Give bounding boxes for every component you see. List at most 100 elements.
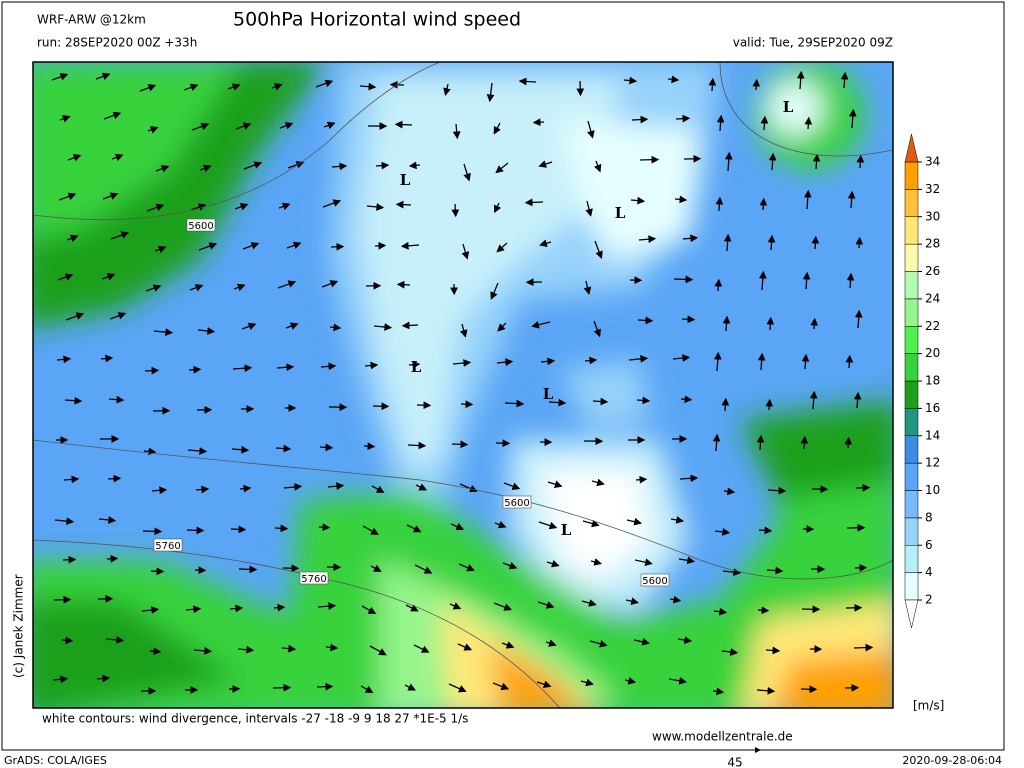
wind-arrow: [713, 351, 722, 372]
wind-arrow: [758, 270, 767, 291]
colorbar-tick-label: 28: [925, 237, 940, 251]
divergence-note: white contours: wind divergence, interva…: [42, 712, 468, 726]
wind-arrow: [524, 198, 544, 207]
wind-arrow: [802, 271, 811, 290]
valid-label: valid: Tue, 29SEP2020 09Z: [733, 36, 893, 50]
wind-arrow: [101, 273, 116, 281]
wind-arrow: [286, 241, 302, 250]
wind-arrow: [639, 155, 660, 164]
wind-arrow: [675, 114, 691, 123]
wind-arrow: [322, 199, 342, 208]
wind-arrow: [315, 79, 334, 88]
contour-label: 5600: [642, 576, 667, 587]
wind-arrow: [53, 595, 72, 604]
wind-arrow: [65, 312, 85, 321]
wind-arrow: [198, 242, 218, 251]
wind-arrow: [518, 77, 537, 86]
colorbar-bin: [904, 161, 919, 190]
wind-arrow: [457, 643, 473, 651]
wind-arrow: [238, 565, 258, 574]
wind-arrow: [674, 195, 688, 204]
wind-arrow: [634, 558, 653, 567]
wind-arrow: [145, 284, 162, 292]
wind-arrow: [450, 523, 465, 531]
wind-arrow: [153, 328, 174, 337]
wind-arrow: [538, 521, 558, 530]
contour-label: 5600: [188, 221, 213, 232]
low-pressure-label: L: [561, 521, 572, 539]
wind-arrow: [532, 118, 545, 127]
wind-arrow: [502, 561, 518, 570]
wind-arrow: [668, 676, 687, 685]
wind-arrow: [283, 483, 303, 491]
colorbar-tick-label: 30: [925, 209, 940, 223]
wind-arrow: [273, 603, 286, 612]
wind-arrow: [229, 604, 244, 613]
colorbar-bin: [904, 216, 919, 245]
colorbar-bin: [904, 572, 919, 601]
wind-arrow: [323, 121, 336, 130]
wind-arrow: [102, 192, 119, 200]
colorbar-tick-label: 14: [925, 428, 940, 442]
wind-arrow: [673, 275, 694, 284]
wind-arrow: [195, 485, 210, 494]
contour-label: 5600: [504, 498, 529, 509]
wind-arrow: [111, 153, 124, 162]
colorbar-lower-extension: [904, 599, 919, 629]
wind-arrow: [108, 395, 125, 404]
wind-arrow: [458, 563, 475, 572]
wind-arrow: [708, 77, 717, 92]
wind-arrow: [227, 83, 241, 91]
wind-arrow: [144, 366, 160, 375]
wind-arrow: [147, 126, 159, 134]
wind-arrow: [139, 84, 157, 92]
wind-arrow: [443, 83, 451, 96]
colorbar-bin: [904, 435, 919, 464]
wind-arrow: [681, 315, 696, 324]
colorbar-bin: [904, 490, 919, 519]
wind-arrow: [594, 240, 603, 260]
wind-arrow: [52, 675, 69, 684]
wind-arrow: [493, 202, 502, 214]
wind-arrow: [62, 555, 77, 564]
contour-label-box: [186, 218, 216, 232]
wind-arrow: [57, 273, 74, 281]
wind-arrow: [362, 525, 379, 535]
wind-arrow: [154, 245, 167, 254]
wind-arrow: [757, 606, 770, 615]
contour-label-box: [153, 538, 183, 552]
unit-label: [m/s]: [913, 699, 944, 713]
wind-arrow: [721, 648, 739, 656]
wind-arrow: [845, 354, 854, 369]
page-frame: [1, 1, 1005, 751]
wind-arrow: [844, 436, 853, 449]
wind-arrow: [98, 516, 117, 524]
wind-arrow: [395, 200, 412, 209]
wind-arrow: [370, 564, 382, 572]
colorbar-tick-label: 4: [925, 565, 933, 579]
colorbar-bin: [904, 462, 919, 491]
wind-arrow: [679, 474, 699, 483]
wind-arrow: [590, 558, 602, 566]
wind-arrow: [107, 474, 122, 483]
wind-arrow: [95, 72, 111, 81]
wind-arrow: [374, 241, 387, 250]
contour-label: 5760: [301, 574, 326, 585]
colorbar-bin: [904, 189, 919, 217]
wind-arrow: [64, 396, 83, 405]
wind-arrow: [581, 599, 597, 607]
colorbar-tick-label: 2: [925, 593, 933, 607]
colorbar-tick-label: 12: [925, 456, 940, 470]
wind-arrow: [722, 568, 742, 577]
colorbar-tick-label: 10: [925, 483, 940, 497]
wind-arrow: [594, 160, 602, 173]
low-pressure-label: L: [615, 204, 626, 222]
wind-arrow: [722, 315, 731, 332]
wind-arrow: [490, 282, 499, 300]
wind-arrow: [54, 517, 75, 526]
wind-arrow: [279, 122, 294, 130]
wind-arrow: [331, 162, 348, 171]
wind-arrow: [243, 161, 263, 170]
low-pressure-label: L: [400, 171, 411, 189]
